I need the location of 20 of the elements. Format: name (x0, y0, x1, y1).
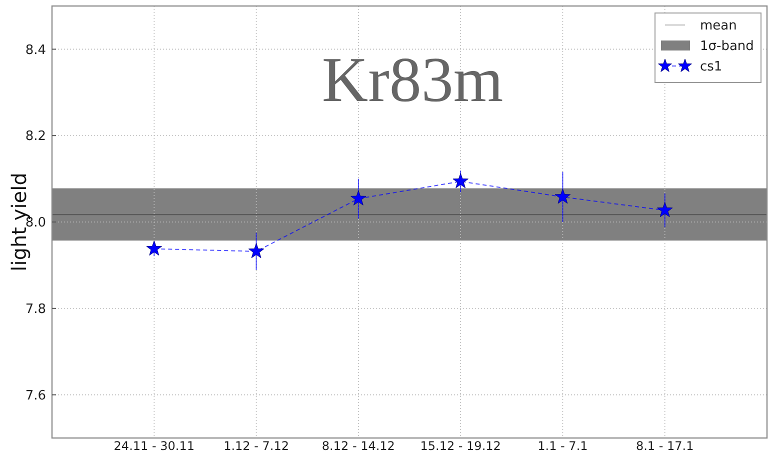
point (554, 188, 571, 204)
y-tick-label: 8.4 (25, 42, 46, 58)
point (350, 190, 366, 206)
y-tick-label: 7.8 (25, 302, 46, 317)
text: Kr83m (322, 44, 504, 115)
x-tick-label: 1.1 - 7.1 (538, 439, 588, 453)
y-tick-label: 8.2 (25, 129, 46, 144)
legend-label: cs1 (700, 60, 722, 75)
point (452, 173, 468, 188)
point (146, 240, 162, 256)
legend-label: 1σ-band (700, 39, 754, 54)
x-tick-label: 15.12 - 19.12 (420, 439, 501, 453)
x-tick-label: 8.12 - 14.12 (322, 439, 395, 453)
x-tick-label: 1.12 - 7.12 (224, 439, 289, 453)
legend-label: mean (700, 18, 737, 34)
y-tick-label: 7.6 (25, 388, 46, 404)
x-tick-label: 8.1 - 17.1 (636, 439, 694, 453)
point (657, 202, 673, 218)
point (248, 243, 264, 258)
x-tick-label: 24.11 - 30.11 (114, 439, 194, 453)
